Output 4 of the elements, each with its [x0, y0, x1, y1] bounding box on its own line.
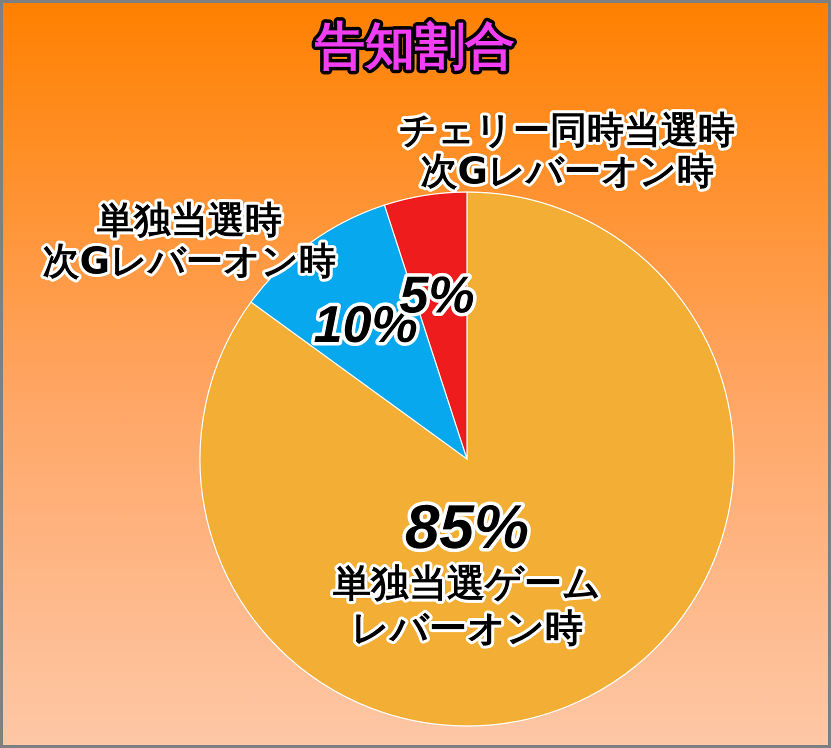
- title: 告知割合: [315, 17, 515, 75]
- category-label: 単独当選ゲームレバーオン時: [333, 561, 601, 650]
- category-label: チェリー同時当選時次Gレバーオン時: [399, 108, 736, 192]
- value-label: 85%: [404, 492, 530, 562]
